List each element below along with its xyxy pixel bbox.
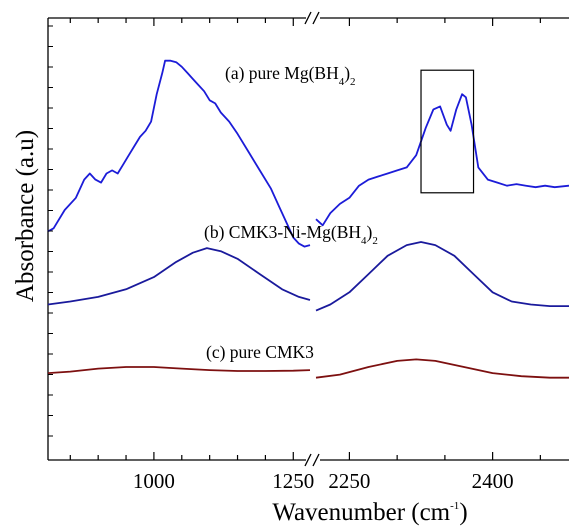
series-a-panel-2 (315, 93, 569, 227)
plot-frame (47, 17, 569, 461)
label-b: (b) CMK3-Ni-Mg(BH4)2 (204, 222, 378, 247)
series-c-panel-1 (47, 366, 311, 374)
y-axis-label: Absorbance (a.u) (12, 130, 39, 302)
series-c-panel-2 (315, 358, 569, 379)
tick-layer: 1000 1250 2250 2400 (48, 18, 541, 493)
series-a-panel-1 (47, 59, 311, 248)
label-c: (c) pure CMK3 (206, 342, 314, 362)
highlight-box-layer (420, 69, 475, 194)
axis-break-slash (312, 453, 320, 467)
label-a: (a) pure Mg(BH4)2 (225, 63, 356, 88)
x-tick-label: 2250 (328, 469, 370, 493)
axis-break-slash (304, 11, 312, 25)
series-b-panel-1 (47, 247, 311, 306)
series-layer (47, 59, 569, 379)
highlight-box (420, 69, 475, 194)
x-tick-label: 1250 (272, 469, 314, 493)
x-tick-label: 1000 (133, 469, 175, 493)
y-axis-title: Absorbance (a.u) (12, 130, 39, 302)
axis-break-slash (312, 11, 320, 25)
x-axis-label: Wavenumber (cm-1) (272, 499, 467, 526)
axis-break-slash (304, 453, 312, 467)
series-b-panel-2 (315, 241, 569, 312)
axis-break-marks (304, 11, 320, 467)
x-tick-label: 2400 (472, 469, 514, 493)
